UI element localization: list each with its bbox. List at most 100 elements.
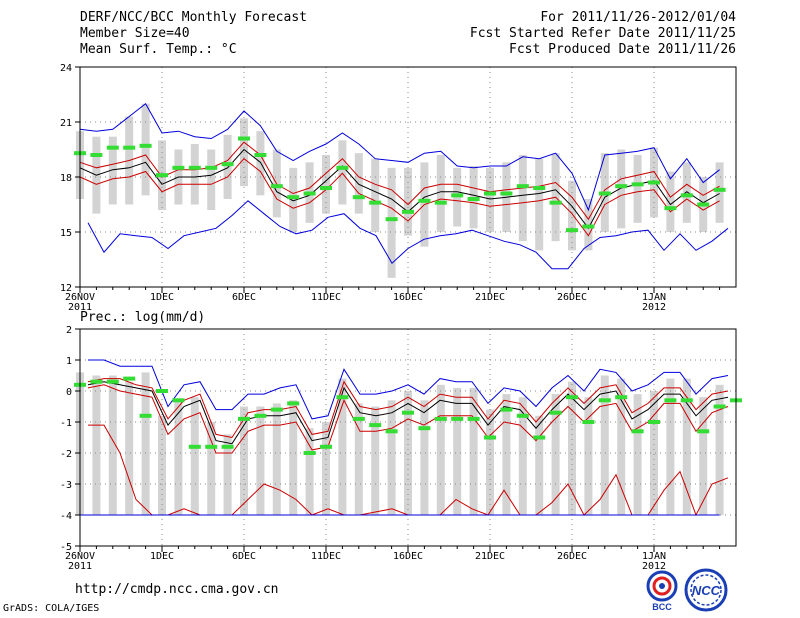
prec-observed-marker <box>221 444 234 449</box>
temp-range-bar <box>207 149 216 210</box>
prec-range-bar <box>92 375 101 515</box>
prec-range-bar <box>551 394 560 515</box>
temp-observed-marker <box>533 186 546 190</box>
prec-range-bar <box>715 384 724 515</box>
prec-observed-marker <box>205 444 218 449</box>
temp-observed-marker <box>418 198 431 203</box>
temp-range-bar <box>617 149 626 229</box>
prec-observed-marker <box>238 416 250 421</box>
prec-ytick-label: 0 <box>66 387 72 398</box>
bcc-logo: BCC <box>646 570 678 612</box>
temp-observed-marker <box>270 184 283 189</box>
temp-range-bar <box>223 134 232 199</box>
prec-xtick-label: 26DEC <box>557 551 587 562</box>
temp-range-bar <box>322 155 330 214</box>
temp-range-bar <box>486 167 494 232</box>
temp-range-bar <box>354 153 363 214</box>
temp-observed-marker <box>188 165 201 170</box>
prec-xtick-label: 1JAN <box>642 551 666 562</box>
prec-range-bar <box>502 394 511 515</box>
temp-observed-marker <box>205 165 218 170</box>
prec-range-bar <box>617 378 626 515</box>
temp-observed-marker <box>467 197 480 201</box>
prec-ytick-label: -3 <box>60 480 72 491</box>
prec-observed-marker <box>566 395 578 400</box>
temp-observed-marker <box>303 191 316 196</box>
prec-observed-marker <box>270 407 283 412</box>
prec-range-bar <box>584 397 593 515</box>
temp-min-envelope-line <box>87 200 729 270</box>
prec-range-bar <box>535 415 544 515</box>
temp-observed-marker <box>664 206 677 211</box>
temp-observed-marker <box>402 209 414 214</box>
prec-range-bar <box>518 397 527 515</box>
prec-observed-marker <box>484 435 496 440</box>
temp-range-bar <box>387 167 396 278</box>
temp-xtick-label: 26NOV <box>65 292 95 303</box>
prec-range-bar <box>289 400 298 515</box>
temp-observed-marker <box>139 143 152 148</box>
prec-observed-marker <box>369 423 382 428</box>
prec-ytick-label: -1 <box>60 418 72 429</box>
temp-ensemble-mean-line <box>79 148 720 230</box>
prec-xtick-label: 6DEC <box>232 551 256 562</box>
prec-ytick-label: 1 <box>66 356 72 367</box>
prec-observed-marker <box>287 401 300 406</box>
temp-observed-marker <box>582 224 595 229</box>
prec-observed-marker <box>172 398 185 403</box>
prec-observed-marker <box>582 420 595 424</box>
prec-observed-marker <box>418 426 431 431</box>
prec-observed-marker <box>303 451 316 455</box>
prec-range-bar <box>305 428 314 515</box>
temp-observed-marker <box>320 186 332 190</box>
temp-observed-marker <box>615 184 628 189</box>
temp-range-bar <box>436 155 445 232</box>
prec-range-bar <box>207 422 216 515</box>
prec-observed-marker <box>139 413 152 418</box>
prec-observed-marker <box>90 379 103 384</box>
temp-observed-marker <box>336 165 349 170</box>
temp-ytick-label: 15 <box>60 228 72 239</box>
prec-observed-marker <box>516 413 529 418</box>
temp-observed-marker <box>566 228 578 233</box>
prec-observed-marker <box>156 389 168 393</box>
temp-xtick-label: 21DEC <box>475 292 505 303</box>
prec-range-bar <box>633 394 642 515</box>
prec-range-bar <box>354 403 363 515</box>
temp-range-bar <box>682 162 691 223</box>
prec-range-bar <box>338 378 347 515</box>
prec-observed-marker <box>631 429 644 434</box>
prec-ytick-label: 2 <box>66 325 72 336</box>
ncc-logo-text: NCC <box>692 583 721 598</box>
prec-range-bar <box>256 406 265 515</box>
temp-observed-marker <box>680 193 693 198</box>
prec-ytick-label: -4 <box>60 511 72 522</box>
header-right: For 2011/11/26-2012/01/04 Fcst Started R… <box>470 10 736 58</box>
prec-range-bar <box>650 391 658 515</box>
temp-observed-marker <box>713 187 726 192</box>
prec-xtick-label: 16DEC <box>393 551 423 562</box>
temp-range-bar <box>568 180 576 251</box>
temp-range-bar <box>108 136 117 205</box>
temp-ytick-label: 24 <box>60 63 72 74</box>
prec-observed-marker <box>254 413 267 418</box>
source-url[interactable]: http://cmdp.ncc.cma.gov.cn <box>75 582 279 597</box>
prec-observed-marker <box>697 429 710 434</box>
fcst-produced-date: Fcst Produced Date 2011/11/26 <box>509 42 736 57</box>
temp-range-bar <box>190 144 199 205</box>
temp-range-bar <box>518 155 527 242</box>
ncc-logo: NCC <box>684 568 728 612</box>
prec-ensemble-upper-line <box>87 378 729 439</box>
temp-range-bar <box>141 103 150 196</box>
temp-observed-marker <box>254 153 267 157</box>
prec-range-bar <box>568 381 576 515</box>
temp-observed-marker <box>648 180 660 185</box>
temp-xtick-label: 16DEC <box>393 292 423 303</box>
prec-range-bar <box>682 378 691 515</box>
temp-observed-marker <box>385 217 398 222</box>
prec-range-bar <box>223 434 232 515</box>
prec-observed-marker <box>451 416 464 421</box>
temp-observed-marker <box>484 191 496 196</box>
prec-range-bar <box>469 387 478 515</box>
prec-observed-marker <box>713 404 726 409</box>
